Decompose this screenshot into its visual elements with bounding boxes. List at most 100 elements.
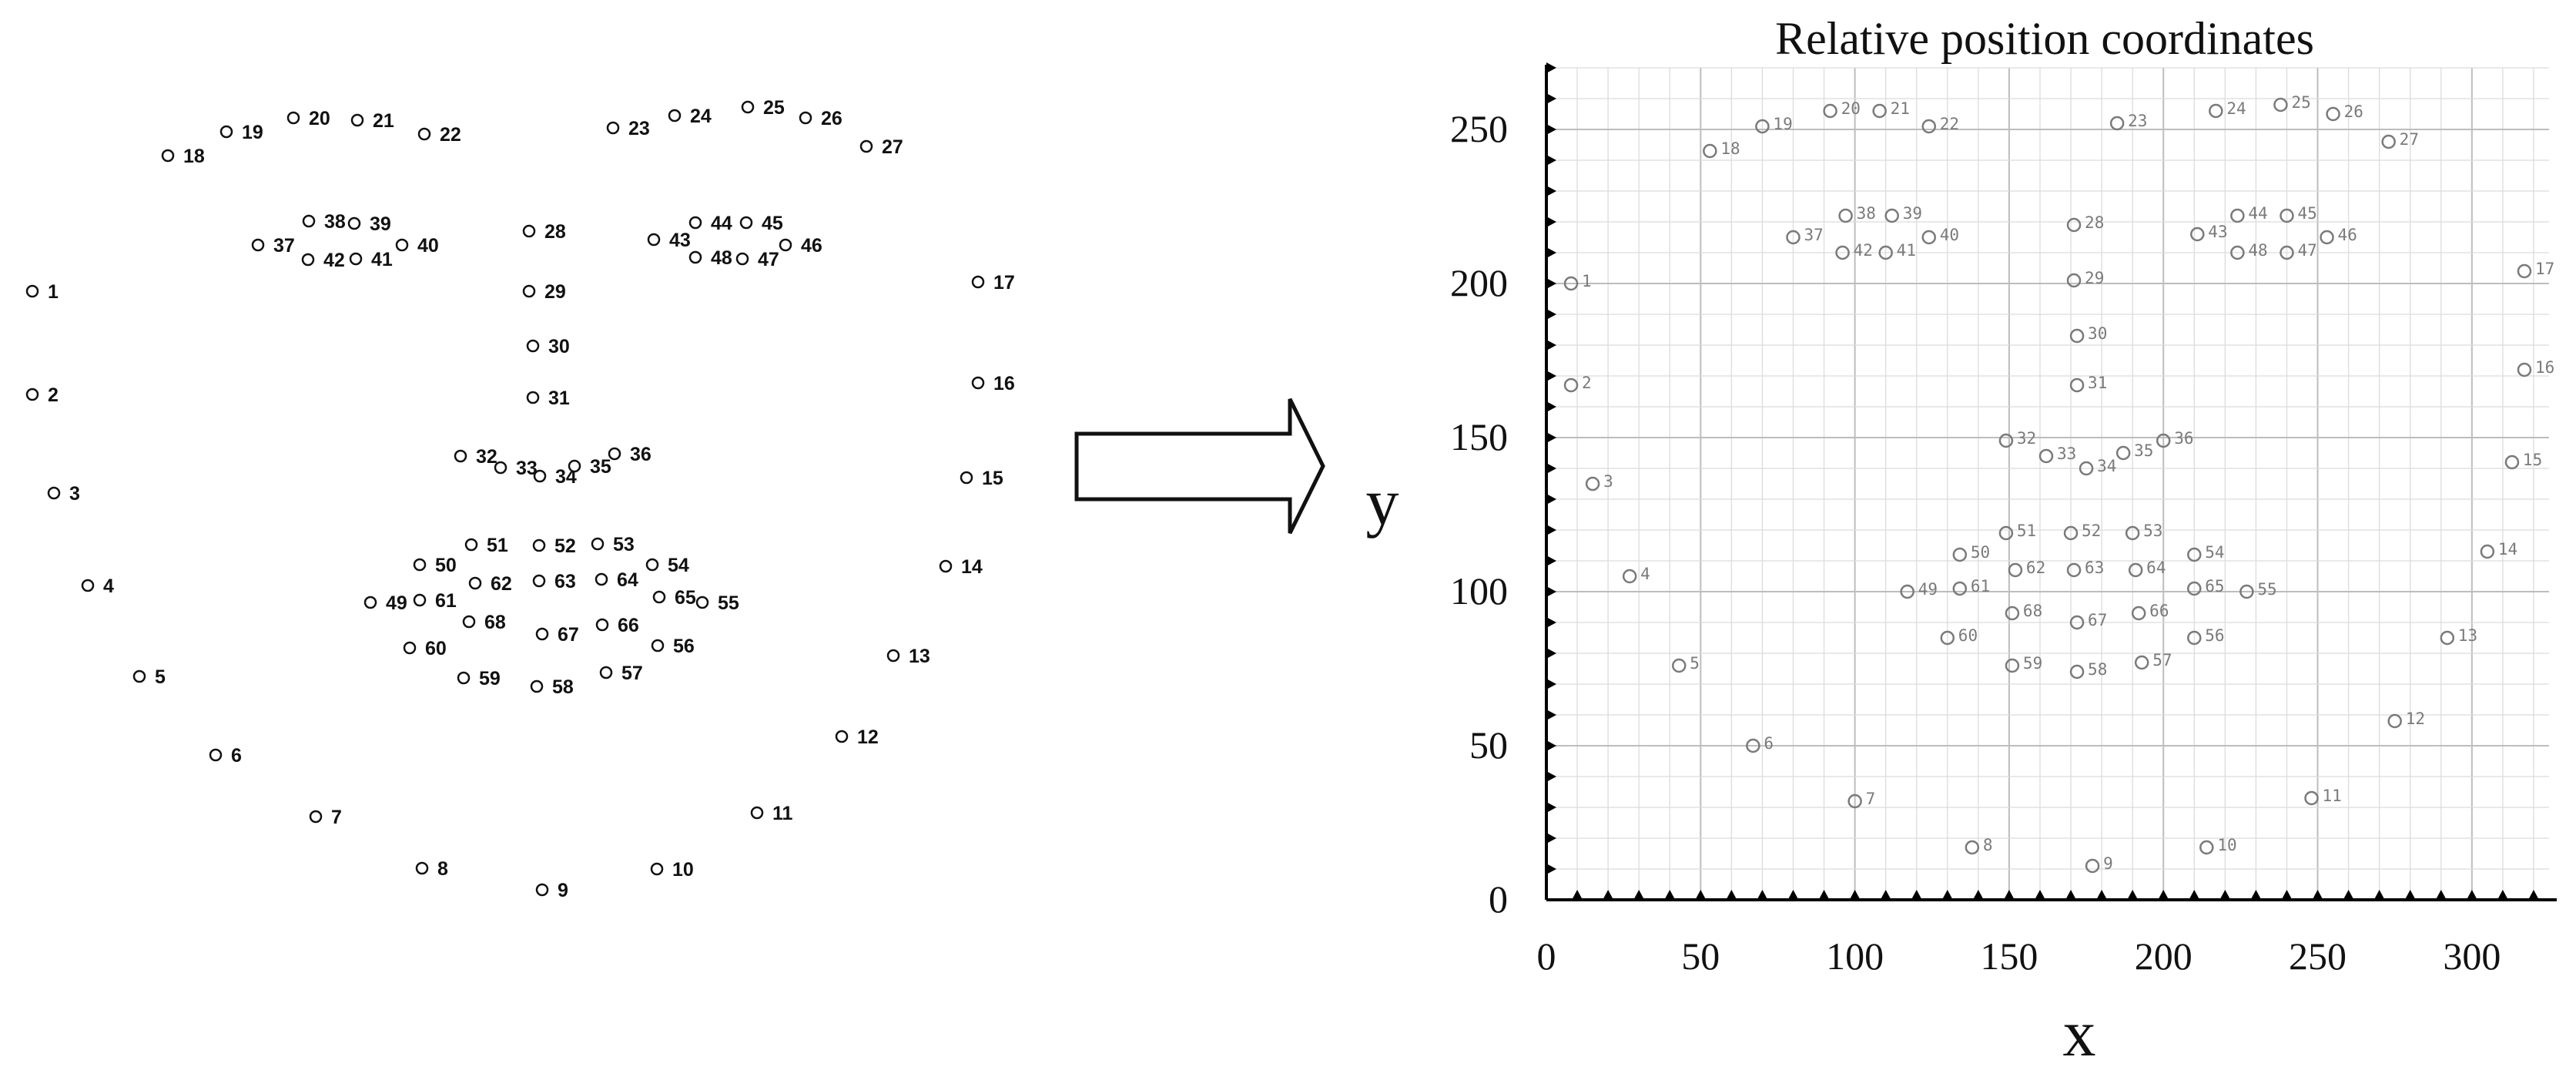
data-point: 22 [1921,115,1959,134]
data-point: 12 [2387,710,2425,729]
landmark-point: 68 [462,612,506,633]
data-point-label: 40 [1940,226,1959,244]
x-axis-tick-mark [1572,890,1583,900]
x-axis-tick-mark [2219,890,2231,900]
data-point-marker [1755,119,1770,134]
landmark-label: 27 [882,136,903,158]
data-point: 51 [1998,522,2036,541]
x-axis-tick-mark [2435,890,2447,900]
data-point-label: 13 [2458,626,2477,645]
landmark-point: 4 [81,575,114,597]
chart-title: Relative position coordinates [1775,13,2314,64]
x-axis-tick-mark [2127,890,2139,900]
x-tick-label: 300 [2443,934,2501,978]
data-point: 39 [1884,204,1922,223]
data-point-marker [2115,445,2131,461]
landmark-marker [132,669,146,683]
data-point-label: 19 [1773,115,1792,133]
landmark-point: 51 [464,535,508,556]
data-point-label: 41 [1897,241,1916,260]
landmark-point: 1 [25,281,59,303]
landmark-marker [741,100,755,114]
data-point: 35 [2115,441,2153,461]
landmark-label: 12 [857,726,879,748]
landmark-point: 48 [688,247,732,269]
landmark-point: 33 [494,458,538,479]
data-point-marker [2066,562,2082,578]
landmark-marker [695,596,709,609]
data-point-label: 59 [2023,654,2042,673]
data-point-label: 63 [2085,559,2104,577]
x-axis-tick-mark [2404,890,2416,900]
landmark-point: 12 [835,726,879,748]
x-axis-tick-mark [1664,890,1676,900]
data-point-marker [2008,562,2023,578]
data-point: 47 [2280,241,2317,260]
landmark-marker [301,253,315,267]
landmark-point: 66 [595,615,639,636]
y-axis-tick-mark [1546,648,1556,659]
data-point: 6 [1746,734,1774,753]
landmark-label: 54 [668,555,689,576]
data-point-label: 9 [2103,854,2113,873]
y-tick-label: 200 [1450,261,1508,304]
landmark-marker [309,810,323,824]
data-point-marker [1998,433,2014,448]
landmark-label: 6 [231,745,242,767]
landmark-label: 2 [48,384,59,406]
landmark-label: 56 [673,636,695,657]
landmark-marker [645,558,659,572]
x-axis-tick-mark [2065,890,2077,900]
data-point-marker [2209,103,2223,119]
data-point-label: 18 [1720,139,1740,158]
data-point-label: 5 [1690,654,1700,673]
data-point-marker [2079,461,2094,476]
data-point: 25 [2273,93,2311,112]
data-point-marker [2517,263,2532,279]
data-point: 11 [2304,787,2342,806]
data-point-label: 43 [2208,223,2227,241]
data-point-label: 42 [1854,241,1873,260]
data-point-marker [1847,793,1862,809]
data-point-label: 54 [2205,543,2224,562]
landmark-point: 10 [650,859,694,881]
data-point: 16 [2517,358,2554,377]
data-point-label: 58 [2088,660,2107,679]
landmark-label: 62 [491,573,512,595]
landmark-point: 9 [535,880,568,901]
data-point-marker [1622,569,1637,584]
landmark-label: 35 [590,456,611,478]
x-axis-tick-mark [2096,890,2108,900]
landmark-point: 40 [395,235,439,257]
data-point: 29 [2066,269,2104,288]
data-point: 10 [2199,836,2237,855]
data-point-label: 6 [1764,734,1774,753]
data-point: 32 [1998,429,2036,448]
landmark-point: 59 [457,668,501,689]
landmark-marker [349,252,363,266]
data-point-marker [2280,208,2294,223]
landmark-label: 19 [242,122,263,143]
landmark-label: 20 [309,108,330,129]
landmark-marker [25,388,39,401]
x-axis-tick-mark [2003,890,2015,900]
landmark-point: 62 [468,573,512,595]
x-axis-tick-mark [1941,890,1953,900]
data-point-label: 67 [2088,611,2107,629]
landmark-label: 36 [630,444,652,465]
landmark-marker [47,486,61,500]
landmark-label: 17 [993,272,1015,294]
data-point: 28 [2066,213,2104,233]
data-point: 58 [2069,660,2107,679]
landmark-point: 30 [526,336,570,357]
data-point: 60 [1940,626,1978,646]
data-point: 41 [1878,241,1916,260]
data-point: 3 [1585,472,1613,492]
landmark-point: 31 [526,388,570,409]
data-point-label: 8 [1983,836,1993,854]
data-point-marker [1965,840,1980,855]
data-point: 38 [1838,204,1876,223]
data-point: 49 [1900,580,1938,599]
landmark-label: 15 [982,468,1003,489]
landmark-marker [161,149,175,163]
